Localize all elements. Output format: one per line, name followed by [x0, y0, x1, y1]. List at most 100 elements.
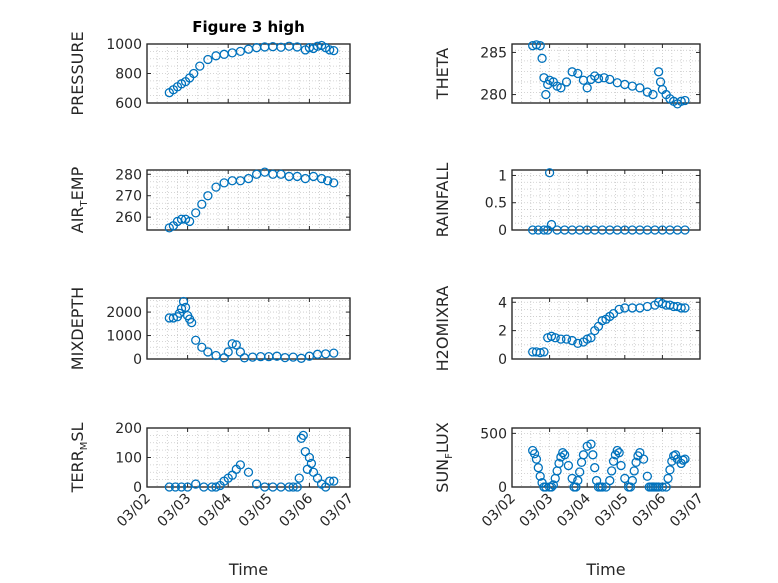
x-tick-label: 03/07: [667, 491, 707, 531]
y-tick-label: 100: [115, 451, 142, 467]
y-tick-label: 1000: [106, 329, 142, 345]
panel-air_temp: 260 270 280 AIRTEMP: [68, 166, 351, 233]
data-point: [174, 308, 185, 318]
data-point: [533, 463, 543, 473]
data-point: [539, 73, 549, 83]
data-point: [661, 482, 671, 492]
data-point: [625, 482, 636, 492]
data-point: [533, 225, 543, 235]
data-point: [329, 178, 339, 188]
data-point: [197, 199, 207, 209]
y-tick-label: 1: [498, 168, 507, 184]
data-point: [680, 303, 690, 313]
data-point: [211, 482, 221, 492]
data-point: [164, 482, 174, 492]
data-point: [243, 467, 254, 477]
data-point: [189, 68, 199, 79]
data-point: [329, 45, 339, 56]
data-point: [612, 445, 622, 456]
data-point: [605, 475, 615, 486]
y-tick-label: 0: [133, 352, 142, 368]
panel-pressure: 600 800 1000 PRESSURE Figure 3 high: [68, 18, 351, 116]
data-point: [535, 471, 545, 481]
data-point: [588, 450, 598, 460]
panel-terr_msl: 0 100 200 03/02 03/03 03/04 03/05 03/06 03/07 TER…: [68, 421, 357, 579]
data-point: [251, 479, 262, 489]
y-tick-label: 800: [115, 67, 142, 83]
data-point: [197, 342, 207, 352]
data-point: [329, 348, 339, 358]
data-point: [593, 73, 604, 84]
data-point: [567, 67, 577, 77]
data-point: [211, 350, 221, 361]
data-point: [531, 40, 542, 50]
data-point: [635, 83, 645, 93]
data-point: [627, 475, 637, 486]
data-point: [292, 42, 302, 52]
data-point: [541, 89, 551, 100]
data-point: [575, 467, 585, 477]
x-tick-label: 03/04: [554, 490, 594, 530]
x-tick-label: 03/05: [236, 491, 276, 531]
data-point: [182, 482, 193, 492]
data-point: [288, 482, 298, 492]
data-point: [203, 347, 213, 357]
data-point: [614, 304, 624, 314]
data-point: [543, 79, 553, 90]
data-point: [556, 334, 566, 344]
data-point: [191, 479, 201, 489]
data-point: [571, 482, 581, 492]
chart-title: Figure 3 high: [192, 18, 305, 36]
data-point: [304, 452, 315, 463]
y-axis-label: THETA: [433, 48, 452, 100]
data-point: [168, 313, 179, 323]
panel-h2omixra: 0 2 4 H2OMIXRA: [433, 286, 701, 371]
y-tick-label: 1000: [106, 37, 142, 53]
data-point: [599, 73, 609, 83]
data-point: [235, 46, 246, 57]
data-point: [680, 454, 690, 464]
data-point: [642, 471, 653, 481]
data-point: [573, 475, 583, 486]
data-point: [529, 449, 540, 459]
data-point: [559, 450, 570, 460]
data-point: [608, 456, 619, 466]
data-point: [243, 173, 254, 184]
data-point: [178, 296, 189, 307]
y-axis-label: PRESSURE: [68, 31, 87, 115]
data-point: [535, 41, 545, 51]
data-point: [170, 482, 181, 492]
data-point: [203, 191, 213, 201]
x-tick-label: 03/02: [479, 491, 519, 531]
data-point: [187, 317, 197, 328]
data-point: [629, 466, 639, 476]
data-point: [554, 458, 564, 469]
data-point: [323, 176, 333, 186]
data-point: [590, 463, 600, 473]
data-point: [546, 482, 557, 492]
data-point: [316, 173, 327, 184]
x-tick-label: 03/03: [155, 491, 195, 531]
y-tick-label: 285: [480, 45, 507, 61]
x-tick-label: 03/02: [114, 491, 154, 531]
data-point: [180, 302, 191, 313]
data-point: [605, 74, 615, 85]
x-tick-label: 03/04: [195, 490, 235, 530]
data-point: [191, 335, 201, 345]
data-point: [676, 96, 686, 106]
data-point: [539, 225, 549, 235]
data-point: [184, 216, 195, 227]
y-tick-label: 2000: [106, 305, 142, 321]
axes-border: [511, 43, 701, 104]
y-tick-label: 2: [498, 324, 507, 340]
y-tick-label: 0: [498, 223, 507, 239]
data-point: [582, 83, 592, 93]
data-point: [325, 476, 335, 486]
data-point: [550, 333, 560, 343]
data-point: [528, 225, 538, 235]
data-point: [558, 448, 568, 458]
data-point: [657, 482, 668, 492]
data-point: [298, 430, 308, 441]
